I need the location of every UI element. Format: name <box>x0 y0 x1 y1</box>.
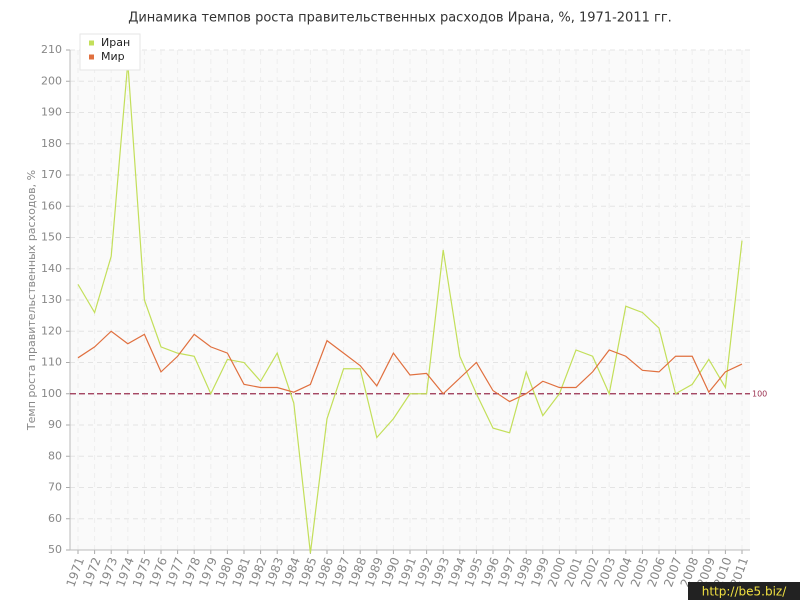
y-tick-label: 60 <box>48 512 62 525</box>
y-tick-label: 120 <box>41 324 62 337</box>
y-tick-label: 50 <box>48 543 62 556</box>
y-tick-label: 150 <box>41 231 62 244</box>
y-tick-label: 210 <box>41 43 62 56</box>
watermark: http://be5.biz/ <box>702 585 787 599</box>
y-tick-label: 170 <box>41 168 62 181</box>
y-tick-label: 80 <box>48 449 62 462</box>
reference-label: 100 <box>752 389 767 398</box>
legend-label: Иран <box>101 36 130 49</box>
y-tick-label: 100 <box>41 387 62 400</box>
y-tick-label: 200 <box>41 74 62 87</box>
legend-box <box>79 33 141 71</box>
y-tick-label: 70 <box>48 481 62 494</box>
legend-label: Мир <box>101 50 125 63</box>
watermark-box <box>688 582 800 600</box>
series-line <box>77 62 743 554</box>
series-line <box>77 330 743 403</box>
chart-title: Динамика темпов роста правительственных … <box>128 11 672 26</box>
marks: 100 <box>70 62 767 554</box>
y-tick-label: 110 <box>41 356 62 369</box>
y-tick-label: 180 <box>41 137 62 150</box>
y-tick-label: 130 <box>41 293 62 306</box>
y-tick-label: 90 <box>48 418 62 431</box>
y-tick-label: 190 <box>41 106 62 119</box>
y-axis-label: Темп роста правительственных расходов, % <box>25 170 38 431</box>
y-tick-label: 160 <box>41 199 62 212</box>
legend-swatch <box>89 40 94 46</box>
legend-swatch <box>89 54 94 60</box>
grid: 50 60 70 80 90 100 110 120 130 140 150 160 170 180 190… <box>41 43 751 589</box>
y-tick-label: 140 <box>41 262 62 275</box>
